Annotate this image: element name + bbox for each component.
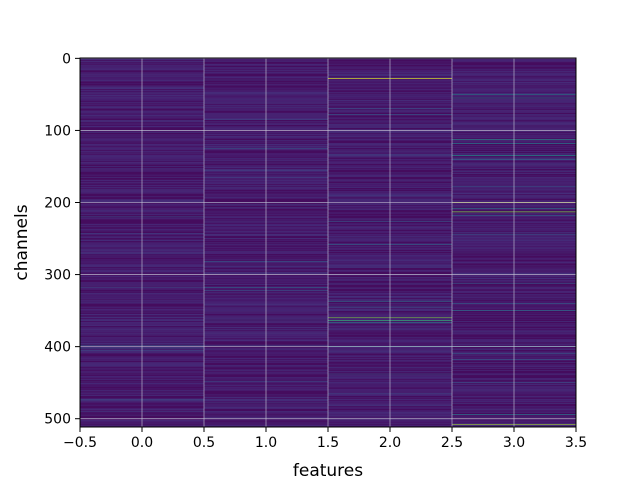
y-tick-label: 500 [44,412,71,428]
x-tick-label: 3.5 [565,435,587,451]
x-tick-label: 1.5 [317,435,339,451]
x-tick-label: 2.0 [379,435,401,451]
x-tick-label: 1.0 [255,435,277,451]
x-axis-label: features [293,461,363,480]
y-axis-ticks: 0 100 200 300 400 500 [44,51,80,428]
y-tick-label: 400 [44,340,71,356]
x-tick-label: 0.0 [131,435,153,451]
y-tick-label: 300 [44,268,71,284]
y-tick-label: 100 [44,123,71,139]
x-tick-label: −0.5 [63,435,97,451]
x-axis-ticks: −0.5 0.0 0.5 1.0 1.5 2.0 2.5 3.0 3.5 [63,427,587,451]
y-tick-label: 0 [62,51,71,67]
x-tick-label: 0.5 [193,435,215,451]
x-tick-label: 3.0 [503,435,525,451]
x-tick-label: 2.5 [441,435,463,451]
y-axis-label: channels [12,204,32,280]
y-tick-label: 200 [44,196,71,212]
